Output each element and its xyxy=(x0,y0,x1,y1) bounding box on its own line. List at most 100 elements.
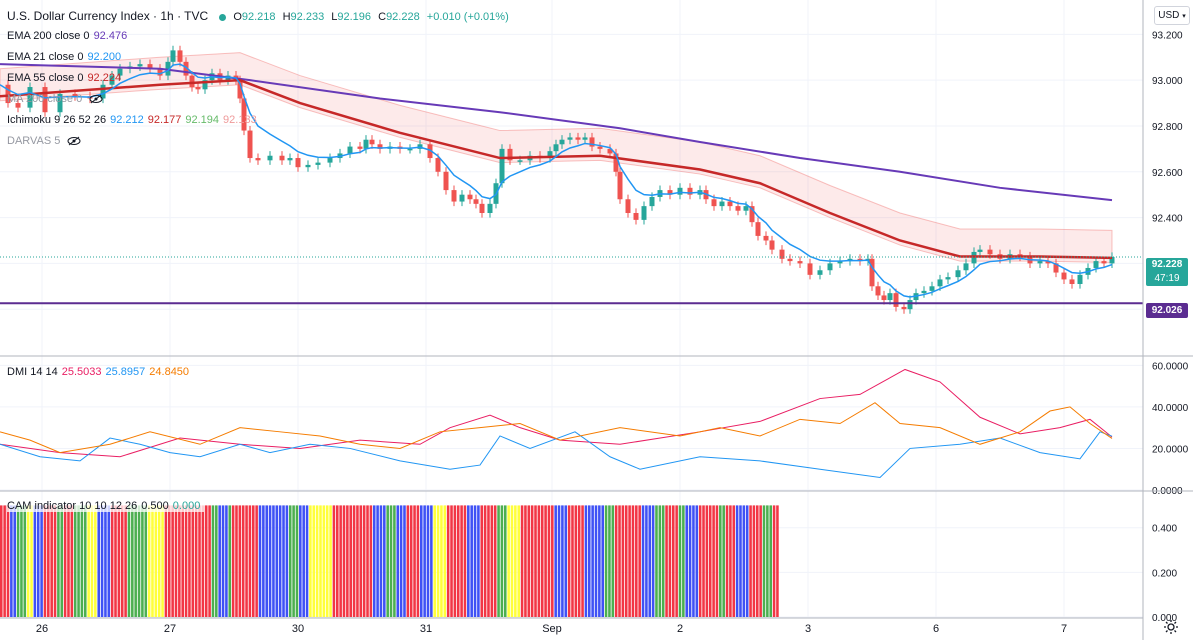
cam-bar xyxy=(487,505,490,617)
cam-bar xyxy=(124,505,127,617)
cam-bar xyxy=(3,505,6,617)
y-tick-label: 93.200 xyxy=(1152,30,1183,41)
cam-bar xyxy=(651,505,655,617)
dmi-legend[interactable]: DMI 14 14 25.5033 25.8957 24.8450 xyxy=(7,366,193,378)
cam-bar xyxy=(94,505,97,617)
cam-bar xyxy=(772,505,776,617)
cam-bar xyxy=(735,505,739,617)
cam-bar xyxy=(147,505,151,617)
cam-bar xyxy=(191,505,195,617)
cam-bar xyxy=(406,505,410,617)
cam-bar xyxy=(181,505,184,617)
candle-body xyxy=(827,263,833,271)
last-price-value: 92.228 xyxy=(1151,259,1183,270)
cam-bar xyxy=(366,505,369,617)
ema21-legend[interactable]: EMA 21 close 0 92.200 xyxy=(7,51,125,63)
cam-bar xyxy=(100,505,104,617)
cam-bar xyxy=(225,505,228,617)
cam-bar xyxy=(708,505,712,617)
settings-gear-icon[interactable] xyxy=(1162,618,1180,636)
cam-bar xyxy=(504,505,507,617)
dmi-value-2: 25.8957 xyxy=(105,366,146,378)
cam-bar xyxy=(60,505,64,617)
chevron-down-icon: ▾ xyxy=(1182,13,1186,20)
cam-bar xyxy=(36,505,40,617)
ema55-legend[interactable]: EMA 55 close 0 92.224 xyxy=(7,72,125,84)
candle-body xyxy=(719,201,725,207)
cam-bar xyxy=(141,505,144,617)
ichimoku-legend[interactable]: Ichimoku 9 26 52 26 92.212 92.177 92.194 92.… xyxy=(7,114,261,126)
candle-body xyxy=(547,151,553,159)
cam-bar xyxy=(238,505,242,617)
candle-body xyxy=(937,279,943,287)
cam-bar xyxy=(564,505,568,617)
cam-bar xyxy=(624,505,628,617)
candle-body xyxy=(589,137,595,147)
y-tick-label: 40.0000 xyxy=(1152,403,1189,414)
cam-bar xyxy=(614,505,618,617)
cam-bar xyxy=(668,505,672,617)
cam-bar xyxy=(53,505,57,617)
cam-bar xyxy=(769,505,772,617)
currency-selector[interactable]: USD ▾ xyxy=(1154,6,1190,25)
cam-bar xyxy=(164,505,168,617)
candle-body xyxy=(147,64,153,69)
cam-bar xyxy=(584,505,588,617)
cam-bar xyxy=(463,505,467,617)
candle-body xyxy=(305,164,311,168)
cam-bar xyxy=(312,505,316,617)
cam-bar xyxy=(648,505,652,617)
candle-body xyxy=(407,148,413,151)
cam-bar xyxy=(252,505,255,617)
candle-body xyxy=(887,293,893,301)
candle-body xyxy=(15,103,21,108)
cam-bar xyxy=(453,505,457,617)
candle-body xyxy=(797,261,803,264)
cam-bar xyxy=(67,505,70,617)
cam-bar xyxy=(470,505,473,617)
cam-bar xyxy=(245,505,248,617)
hidden-eye-icon[interactable] xyxy=(89,94,103,104)
cam-legend[interactable]: CAM indicator 10 10 12 26 0.500 0.000 xyxy=(7,500,205,512)
cam-bar xyxy=(460,505,463,617)
symbol-legend[interactable]: U.S. Dollar Currency Index · 1h · TVC O9… xyxy=(7,9,513,23)
darvas-legend[interactable]: DARVAS 5 xyxy=(7,135,81,147)
cam-bar xyxy=(675,505,678,617)
cam-bar xyxy=(530,505,534,617)
cam-bar xyxy=(551,505,554,617)
candle-body xyxy=(487,203,493,213)
cam-bar xyxy=(712,505,715,617)
cam-bar xyxy=(268,505,272,617)
candle-body xyxy=(5,84,11,104)
open-value: 92.218 xyxy=(241,11,276,23)
cam-bar xyxy=(661,505,665,617)
cam-bar xyxy=(376,505,379,617)
cam-bar xyxy=(389,505,393,617)
cam-bar xyxy=(114,505,117,617)
cam-bar xyxy=(725,505,729,617)
cam-bar xyxy=(537,505,541,617)
cam-bar xyxy=(544,505,547,617)
cam-bar xyxy=(235,505,238,617)
ema21-line xyxy=(0,63,1113,298)
candle-body xyxy=(607,148,613,154)
cam-bar xyxy=(601,505,604,617)
x-tick-label: 30 xyxy=(292,623,304,635)
cam-bar xyxy=(231,505,235,617)
cam-bar xyxy=(591,505,594,617)
hidden-eye-icon[interactable] xyxy=(67,136,81,146)
candle-body xyxy=(241,98,247,131)
cam-bar xyxy=(655,505,658,617)
x-tick-label: Sep xyxy=(542,623,562,635)
x-tick-label: 31 xyxy=(420,623,432,635)
cam-bar xyxy=(594,505,598,617)
cam-bar xyxy=(16,505,20,617)
cam-bar xyxy=(47,505,50,617)
cam-bar xyxy=(127,505,131,617)
cam-bar xyxy=(137,505,141,617)
ema200-legend[interactable]: EMA 200 close 0 92.476 xyxy=(7,30,131,42)
candle-body xyxy=(479,203,485,213)
cam-bar xyxy=(665,505,668,617)
ma200-legend[interactable]: MA 200 close 0 xyxy=(7,93,103,105)
